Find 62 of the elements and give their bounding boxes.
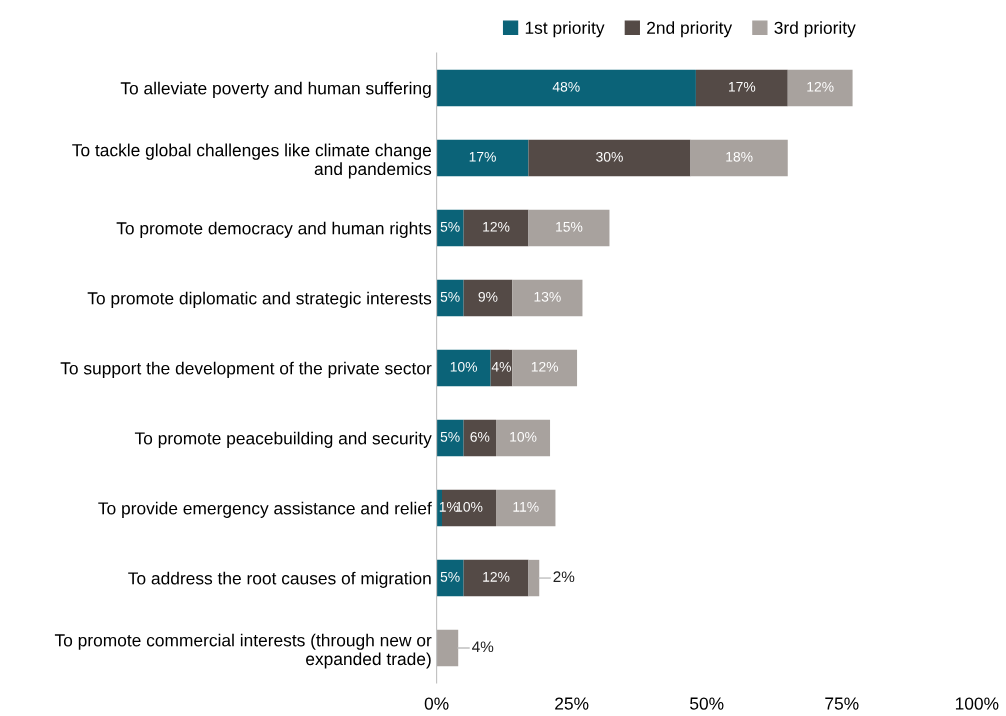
y-tick-label: To tackle global challenges like climate change and pandemics (72, 143, 432, 179)
data-label: 12% (807, 81, 834, 92)
data-label: 18% (726, 151, 753, 162)
bar (528, 559, 540, 597)
data-label: 5% (440, 431, 460, 442)
data-label: 48% (552, 81, 580, 92)
bar (436, 139, 529, 177)
data-label: 9% (478, 291, 498, 302)
data-label: 11% (513, 502, 539, 512)
bar (436, 279, 464, 317)
data-label: 10% (450, 361, 478, 372)
y-tick-label: To alleviate poverty and human suffering (120, 81, 431, 98)
y-tick-label: To promote commercial interests (through new or expanded trade) (54, 633, 432, 669)
data-label: 10% (510, 431, 537, 442)
bar (436, 559, 464, 597)
data-label: 12% (483, 221, 510, 232)
x-tick-label: 100% (955, 697, 999, 710)
data-label: 4% (491, 361, 511, 372)
bar (528, 139, 691, 177)
bar (690, 139, 788, 177)
bar (496, 419, 551, 457)
x-tick-label: 25% (555, 697, 589, 710)
data-label: 13% (534, 291, 561, 302)
y-tick-label: To promote peacebuilding and security (134, 431, 432, 448)
x-tick-label: 0% (424, 697, 449, 710)
bar (463, 279, 513, 317)
bar (463, 209, 529, 247)
data-label: 15% (556, 221, 583, 232)
data-label: 6% (470, 431, 490, 442)
data-label: 17% (728, 81, 756, 92)
bar (528, 209, 610, 247)
legend-label: 3rd priority (774, 21, 856, 38)
y-tick-label: To provide emergency assistance and relief (98, 501, 432, 518)
data-label: 12% (483, 571, 510, 582)
data-label: 17% (469, 151, 496, 162)
bar (512, 279, 583, 317)
data-label: 5% (440, 291, 460, 302)
bar (512, 349, 578, 387)
data-label: 12% (531, 361, 559, 372)
data-label: 4% (472, 641, 494, 653)
y-tick-label: To promote democracy and human rights (116, 221, 432, 238)
bar (695, 69, 788, 107)
y-tick-label: To support the development of the private sector (60, 361, 432, 378)
y-tick-label: To address the root causes of migration (128, 571, 431, 588)
data-label: 5% (440, 572, 460, 582)
bar (436, 209, 464, 247)
data-label: 30% (596, 151, 623, 162)
bar (436, 629, 459, 667)
bar (496, 489, 556, 527)
x-tick-label: 50% (690, 697, 724, 710)
legend-label: 2nd priority (647, 21, 733, 38)
bar (787, 69, 853, 107)
data-label: 5% (440, 221, 460, 232)
x-tick-label: 75% (825, 697, 859, 710)
bar (463, 419, 497, 457)
y-tick-label: To promote diplomatic and strategic interests (87, 291, 432, 308)
bar (436, 419, 464, 457)
bar (463, 559, 529, 597)
legend-label: 1st priority (525, 21, 605, 38)
bar (436, 349, 491, 387)
bar (436, 69, 696, 107)
data-label: 2% (553, 571, 575, 583)
